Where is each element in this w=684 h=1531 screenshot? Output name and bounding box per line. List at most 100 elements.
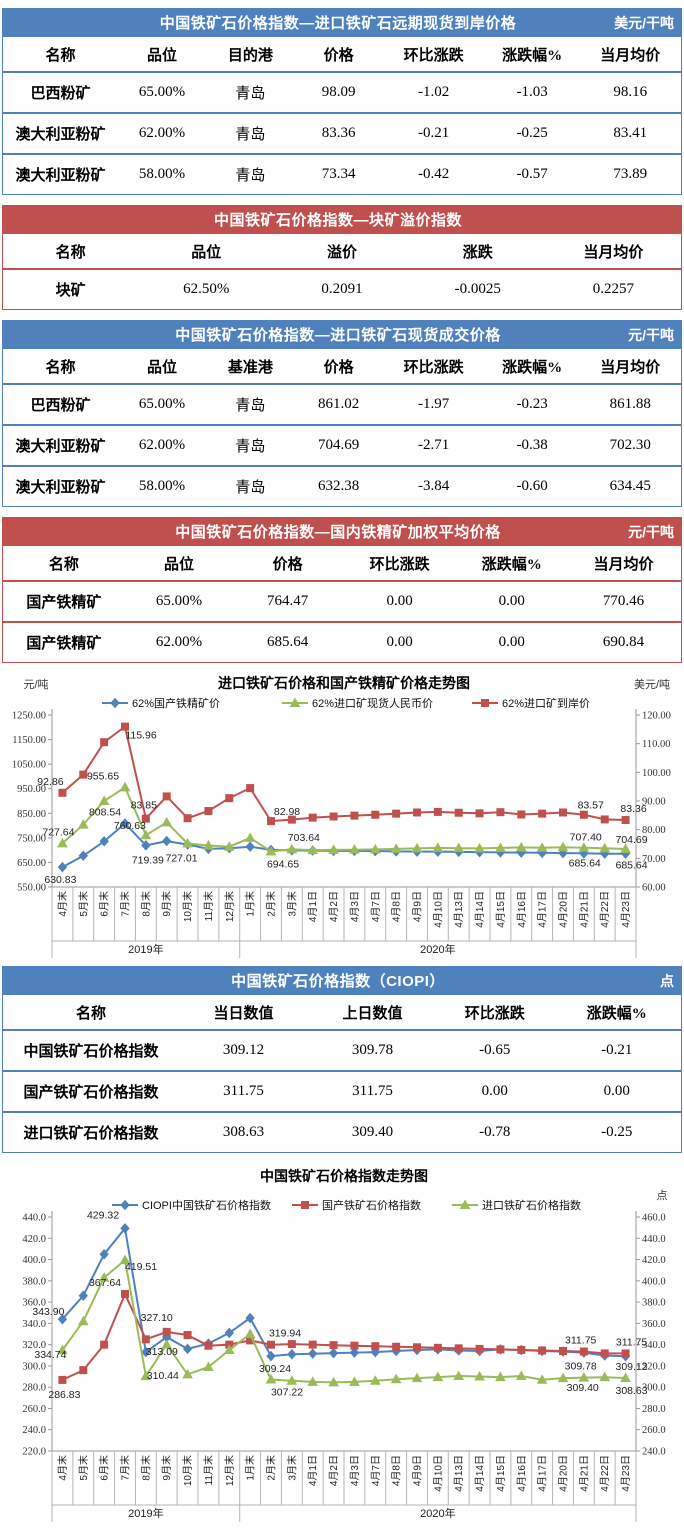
value-cell: 0.2257: [592, 281, 634, 297]
legend-label: CIOPI中国铁矿石价格指数: [142, 1198, 271, 1212]
right-tick-label: 90.00: [642, 797, 666, 808]
series-marker: [161, 1339, 173, 1349]
row-name-cell: 澳大利亚粉矿: [2, 113, 118, 155]
value-cell: 770.46: [566, 581, 682, 623]
column-header: 涨跌幅%: [484, 37, 580, 73]
value-cell: 308.63: [222, 1124, 265, 1140]
series-marker: [100, 1340, 109, 1349]
data-label: 719.39: [132, 854, 164, 866]
legend-item: 国产铁矿石价格指数: [292, 1198, 421, 1212]
data-label: 83.85: [131, 800, 157, 812]
series-marker: [392, 809, 401, 818]
series-marker: [308, 1348, 318, 1359]
series-marker: [120, 1223, 130, 1234]
series-marker: [349, 1347, 360, 1358]
series-marker: [98, 1272, 110, 1282]
left-tick-label: 240.0: [22, 1425, 46, 1436]
value-cell: -1.02: [382, 72, 485, 114]
series-marker: [244, 832, 256, 842]
x-category-label: 2月末: [265, 1455, 278, 1481]
series-marker: [223, 841, 235, 851]
value-cell: -0.38: [484, 425, 580, 467]
data-label: 311.75: [616, 1336, 647, 1348]
column-header: 涨跌: [409, 234, 546, 270]
column-header: 当月均价: [579, 349, 682, 385]
row-name-cell: 巴西粉矿: [2, 72, 118, 114]
x-category-label: 4月2日: [328, 891, 340, 922]
series-marker: [182, 1343, 193, 1355]
data-table: 名称 品位 溢价 涨跌 当月均价 块矿 62.50% 0.2091 -0.0025 0.2257: [2, 234, 682, 310]
column-header: 当月均价: [579, 37, 682, 73]
left-tick-label: 650.00: [17, 858, 46, 869]
value-cell: 65.00%: [124, 581, 234, 623]
series-marker: [515, 841, 527, 852]
column-header: 品位: [117, 37, 207, 73]
series-marker: [244, 1328, 256, 1338]
series-marker: [121, 1289, 129, 1298]
x-category-label: 4月23日: [620, 891, 632, 928]
series-marker: [140, 829, 152, 840]
series-marker: [265, 1373, 277, 1384]
x-category-label: 3月末: [285, 1455, 298, 1481]
x-category-label: 10月末: [181, 891, 194, 922]
data-label: 727.64: [42, 826, 74, 838]
value-cell: 0.00: [386, 634, 413, 650]
x-category-label: 4月14日: [474, 1455, 486, 1492]
price-trend-chart: 进口铁矿石价格和国产铁精矿价格走势图 元/吨 美元/吨 550.00 650.00 750…: [12, 675, 671, 958]
table-unit: 美元/干吨: [614, 14, 674, 31]
data-label: 694.65: [267, 858, 299, 870]
year-label: 2019年: [128, 942, 163, 956]
left-tick-label: 280.0: [22, 1383, 46, 1394]
column-header: 环比涨跌: [382, 349, 485, 385]
table-row: 澳大利亚粉矿 62.00% 青岛 704.69 -2.71 -0.38 702.30: [2, 425, 682, 467]
column-header: 价格: [294, 349, 383, 385]
table-title-bar: 中国铁矿石价格指数—国内铁精矿加权平均价格 元/干吨: [2, 517, 682, 546]
value-cell: 311.75: [179, 1071, 309, 1113]
column-header: 溢价: [274, 234, 410, 270]
table-header-row: 名称 品位 价格 环比涨跌 涨跌幅% 当月均价: [2, 546, 682, 582]
data-label: 343.90: [32, 1306, 64, 1318]
value-cell: 83.36: [294, 113, 383, 155]
left-axis-unit: 元/吨: [23, 678, 48, 691]
value-cell: 98.16: [579, 72, 682, 114]
table-header-row: 名称 品位 基准港 价格 环比涨跌 涨跌幅% 当月均价: [2, 349, 682, 385]
data-label: 309.40: [567, 1382, 599, 1394]
series-marker: [203, 1361, 214, 1371]
value-cell: 65.00%: [117, 72, 207, 114]
x-category-label: 4月13日: [453, 1455, 465, 1492]
row-name-cell: 进口铁矿石价格指数: [23, 1126, 159, 1142]
series-marker: [453, 1370, 465, 1381]
value-cell: 62.50%: [183, 281, 230, 297]
x-category-label: 4月22日: [599, 1455, 611, 1492]
table-header-row: 名称 当日数值 上日数值 环比涨跌 涨跌幅%: [2, 995, 682, 1031]
x-category-label: 5月末: [77, 1455, 90, 1481]
x-category-label: 4月16日: [516, 1455, 528, 1492]
series-marker: [350, 1341, 359, 1350]
legend-item: 62%国产铁精矿价: [102, 696, 220, 710]
x-category-label: 1月末: [244, 1455, 257, 1481]
series-marker: [78, 1290, 88, 1301]
series-marker: [349, 844, 360, 854]
data-label: 308.63: [616, 1385, 648, 1397]
series-marker: [203, 839, 214, 850]
value-cell: 0.2091: [321, 281, 363, 297]
x-category-label: 4月22日: [599, 891, 611, 928]
series-marker: [413, 808, 421, 817]
data-label: 704.69: [616, 834, 648, 846]
left-tick-label: 300.0: [22, 1361, 46, 1372]
data-label: 92.86: [37, 776, 63, 788]
series-marker: [119, 781, 131, 792]
value-cell: 0.00: [498, 634, 525, 650]
series-marker: [495, 1371, 506, 1382]
column-header: 涨跌幅%: [552, 995, 682, 1031]
right-tick-label: 70.00: [642, 854, 666, 865]
series-marker: [517, 1345, 526, 1354]
x-category-label: 2月末: [265, 891, 278, 917]
x-category-label: 9月末: [160, 891, 173, 917]
data-label: 630.83: [44, 874, 76, 886]
value-cell: 65.00%: [117, 384, 207, 426]
series-line: [61, 1258, 626, 1384]
data-label: 367.64: [89, 1277, 121, 1289]
series-marker: [369, 1375, 381, 1385]
